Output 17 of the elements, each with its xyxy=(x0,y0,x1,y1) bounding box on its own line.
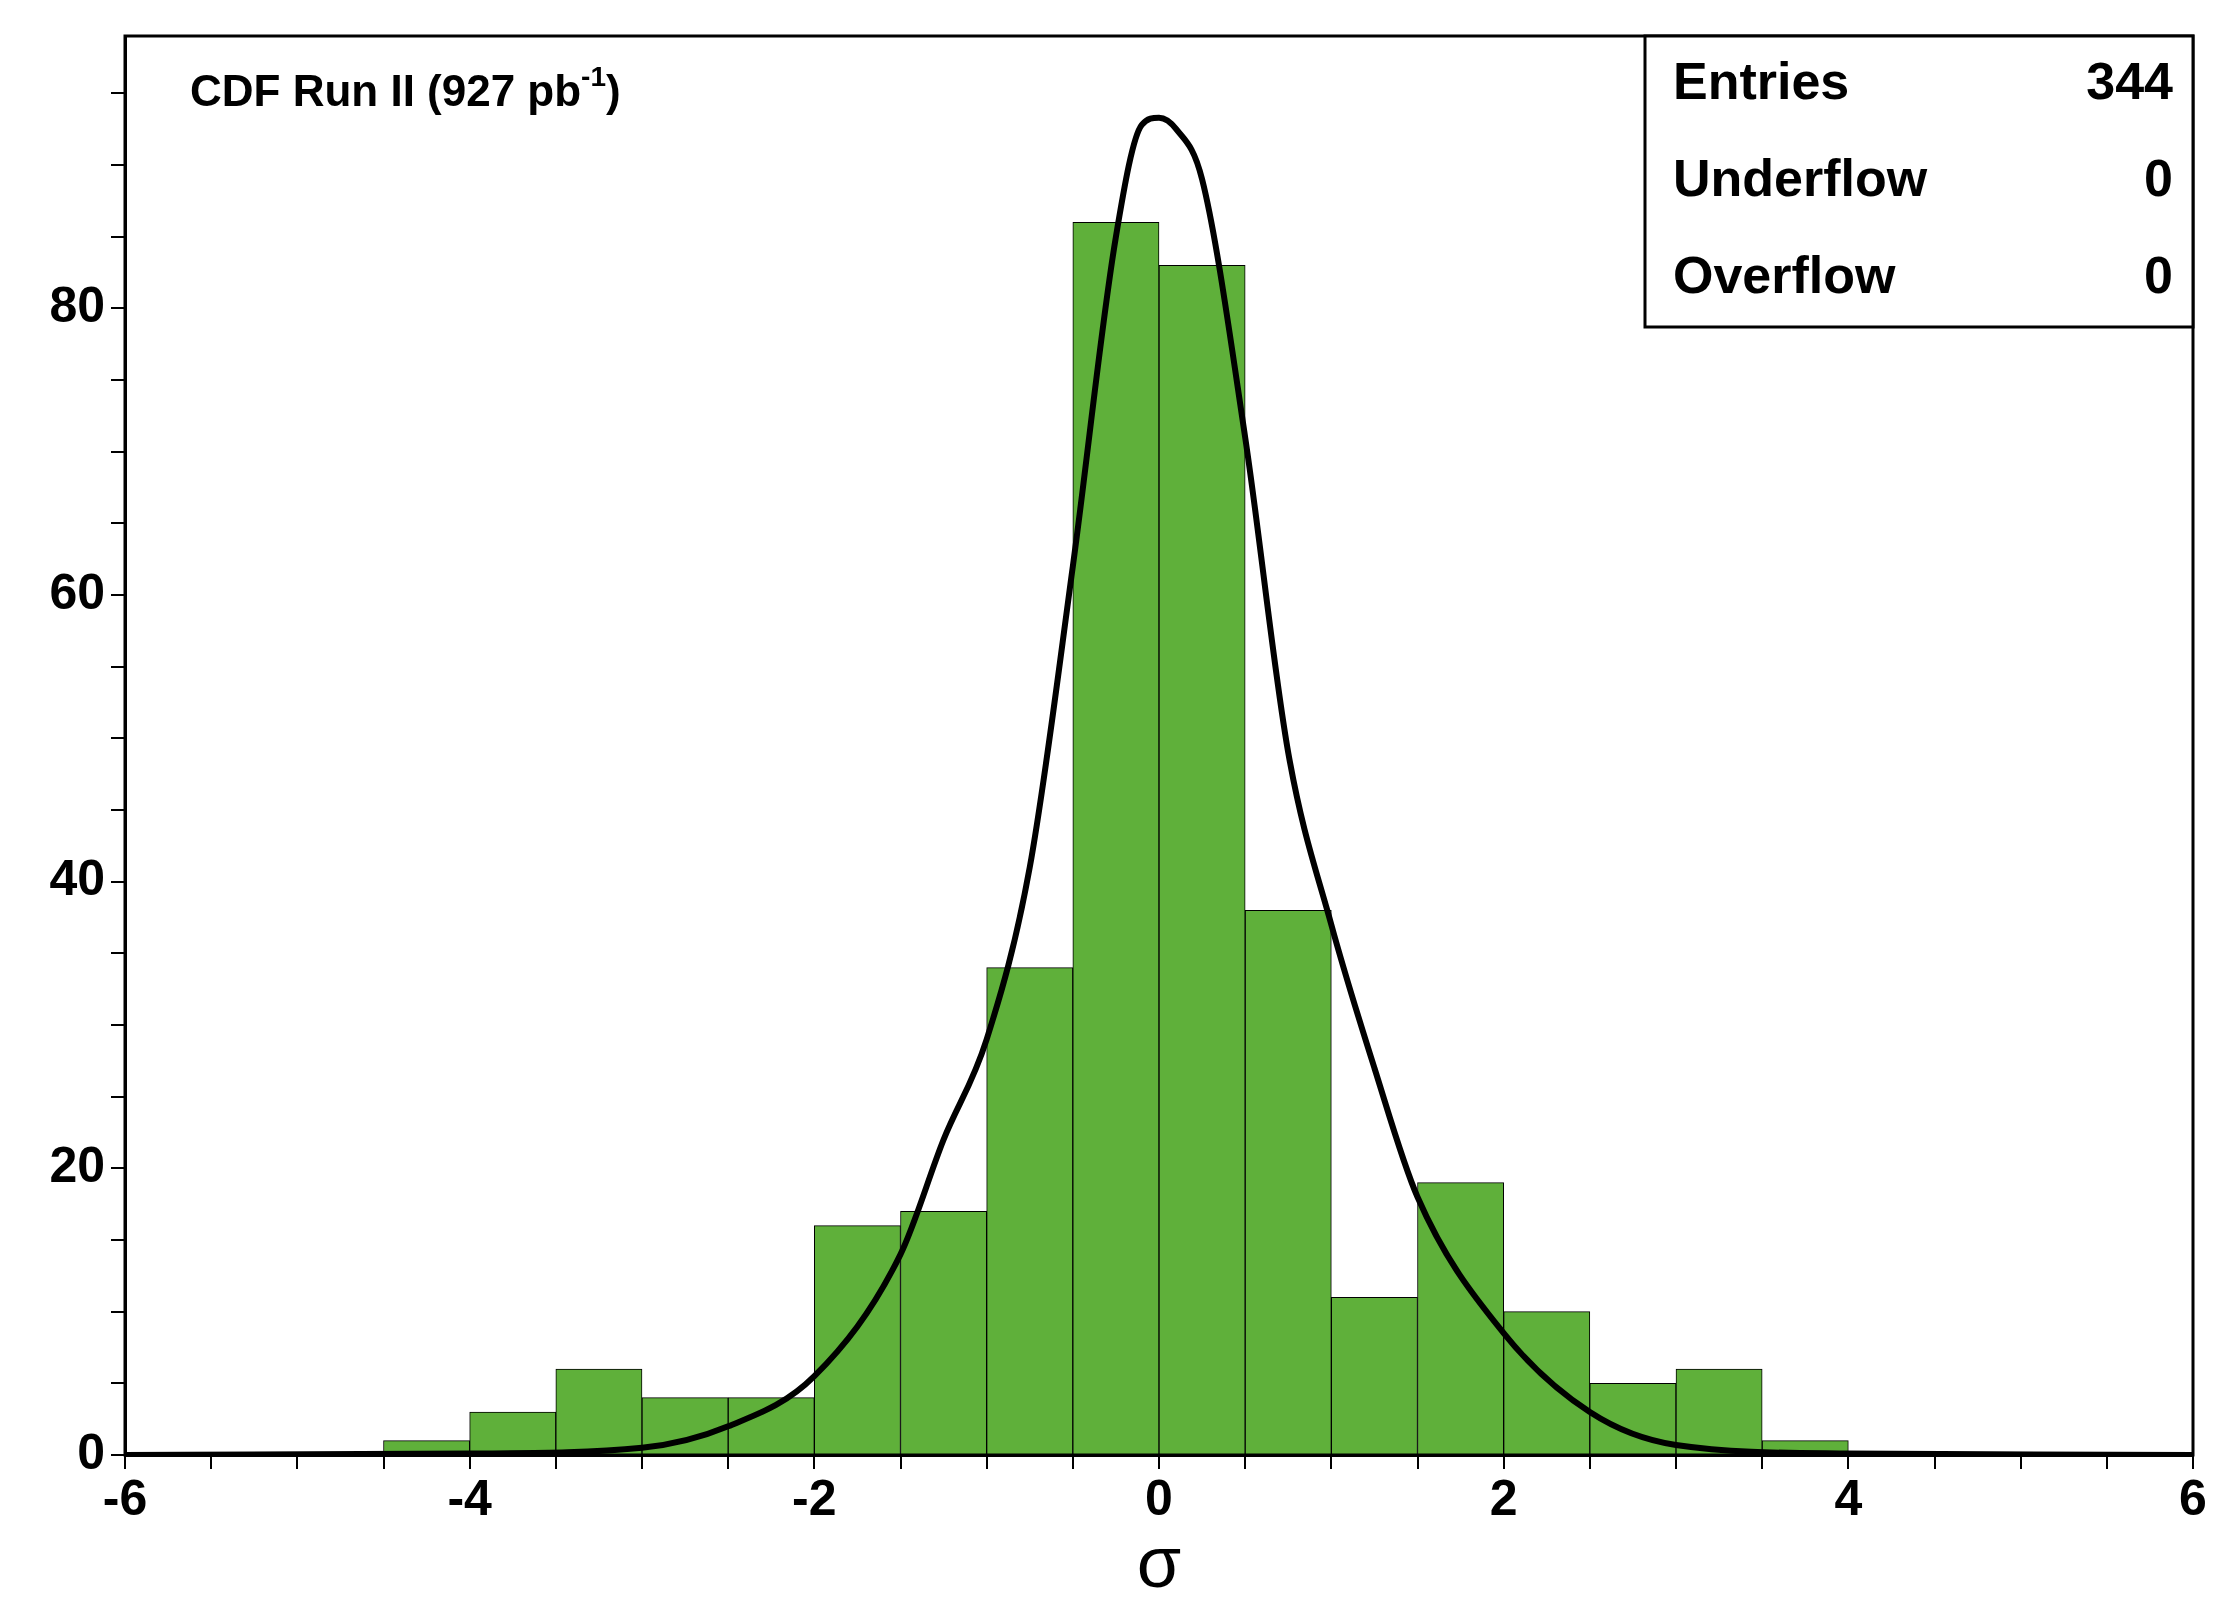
x-tick-label: -6 xyxy=(102,1469,148,1526)
y-tick-label: 0 xyxy=(77,1423,105,1480)
y-tick-label: 20 xyxy=(49,1137,105,1194)
y-tick-label: 80 xyxy=(49,277,105,334)
x-tick-label: 6 xyxy=(2179,1469,2207,1526)
x-tick-label: -2 xyxy=(792,1469,837,1526)
annotation: 344 xyxy=(2086,51,2174,110)
annotation: 0 xyxy=(2144,245,2173,304)
x-tick-label: 4 xyxy=(1834,1469,1863,1526)
annotation: Underflow xyxy=(1673,148,1928,207)
x-tick-label: 2 xyxy=(1489,1469,1518,1526)
y-tick-label: 40 xyxy=(49,850,105,907)
annotation: Overflow xyxy=(1673,245,1897,304)
x-tick-label: -4 xyxy=(447,1469,493,1526)
y-tick-label: 60 xyxy=(49,563,105,620)
annotation: 0 xyxy=(2144,148,2173,207)
annotation: Entries xyxy=(1673,51,1850,110)
